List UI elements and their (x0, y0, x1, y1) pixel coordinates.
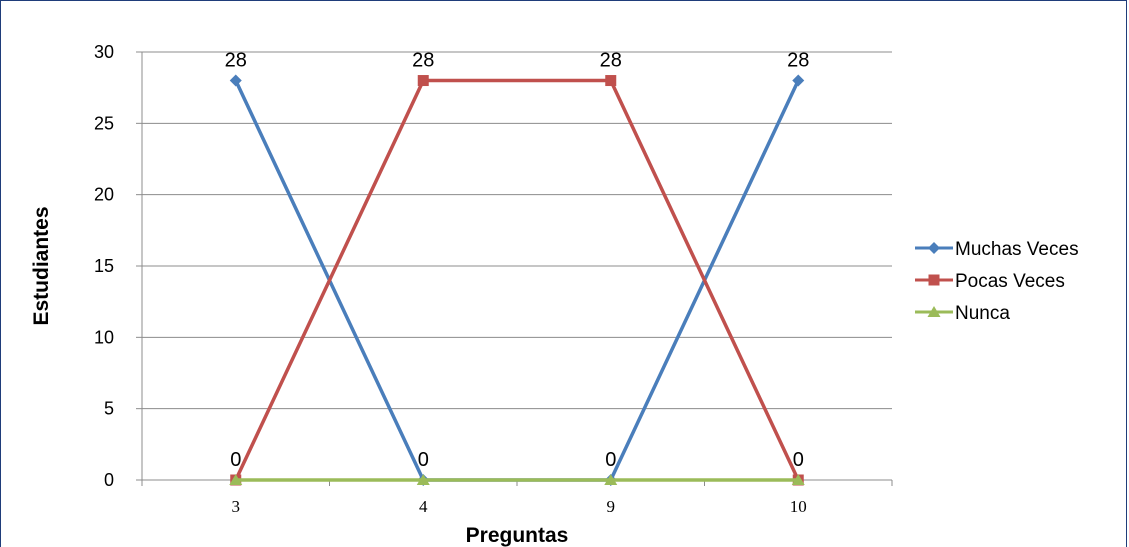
series-point-4 (416, 474, 430, 485)
legend-label: Muchas Veces (955, 239, 1079, 260)
y-tick-label-0: 0 (104, 470, 114, 490)
series-point-3 (229, 74, 242, 87)
legend-item-muchas-veces: Muchas Veces (915, 239, 1079, 260)
data-label-10-0: 0 (793, 449, 804, 471)
data-label-10-28: 28 (787, 50, 809, 72)
series-pocas-veces (230, 75, 804, 486)
data-label-9-28: 28 (600, 50, 622, 72)
axes (136, 51, 893, 486)
series-point-10 (792, 74, 805, 87)
series-line (234, 79, 800, 482)
series-point-4 (417, 75, 429, 87)
data-labels: 28 28 28 28 0 0 0 0 (225, 50, 810, 471)
series-nunca (229, 474, 805, 485)
x-tick-label-3: 3 (232, 497, 241, 516)
x-tick-label-9: 9 (607, 497, 616, 516)
legend-swatch-marker (928, 242, 940, 254)
y-tick-label-5: 5 (104, 399, 114, 419)
data-label-3-0: 0 (230, 449, 241, 471)
series-muchas-veces (229, 74, 805, 486)
y-tick-label-10: 10 (94, 327, 114, 347)
x-axis-title: Preguntas (466, 524, 569, 547)
data-label-9-0: 0 (605, 449, 616, 471)
series-point-9 (605, 75, 617, 87)
data-label-4-28: 28 (412, 50, 434, 72)
data-label-4-0: 0 (418, 449, 429, 471)
grid-lines (142, 51, 892, 410)
legend-label: Nunca (955, 303, 1010, 324)
x-tick-labels: 3 4 9 10 (232, 497, 807, 516)
series-point-3 (229, 474, 243, 485)
y-tick-label-30: 30 (94, 42, 114, 62)
data-label-3-28: 28 (225, 50, 247, 72)
y-tick-label-20: 20 (94, 185, 114, 205)
y-tick-labels: 0 5 10 15 20 25 30 (94, 42, 114, 490)
series-point-10 (791, 474, 805, 485)
y-tick-label-25: 25 (94, 113, 114, 133)
series-point-9 (604, 474, 618, 485)
y-axis-title: Estudiantes (30, 206, 53, 325)
legend: Muchas Veces Pocas Veces Nunca (915, 239, 1079, 324)
x-tick-label-4: 4 (419, 497, 428, 516)
legend-item-pocas-veces: Pocas Veces (915, 271, 1065, 292)
x-tick-label-10: 10 (790, 497, 807, 516)
y-tick-label-15: 15 (94, 256, 114, 276)
series-line (234, 78, 800, 481)
legend-swatch-marker (927, 306, 941, 317)
legend-swatch-marker (928, 274, 940, 286)
series-lines (229, 74, 805, 486)
legend-label: Pocas Veces (955, 271, 1065, 292)
legend-item-nunca: Nunca (915, 303, 1010, 324)
